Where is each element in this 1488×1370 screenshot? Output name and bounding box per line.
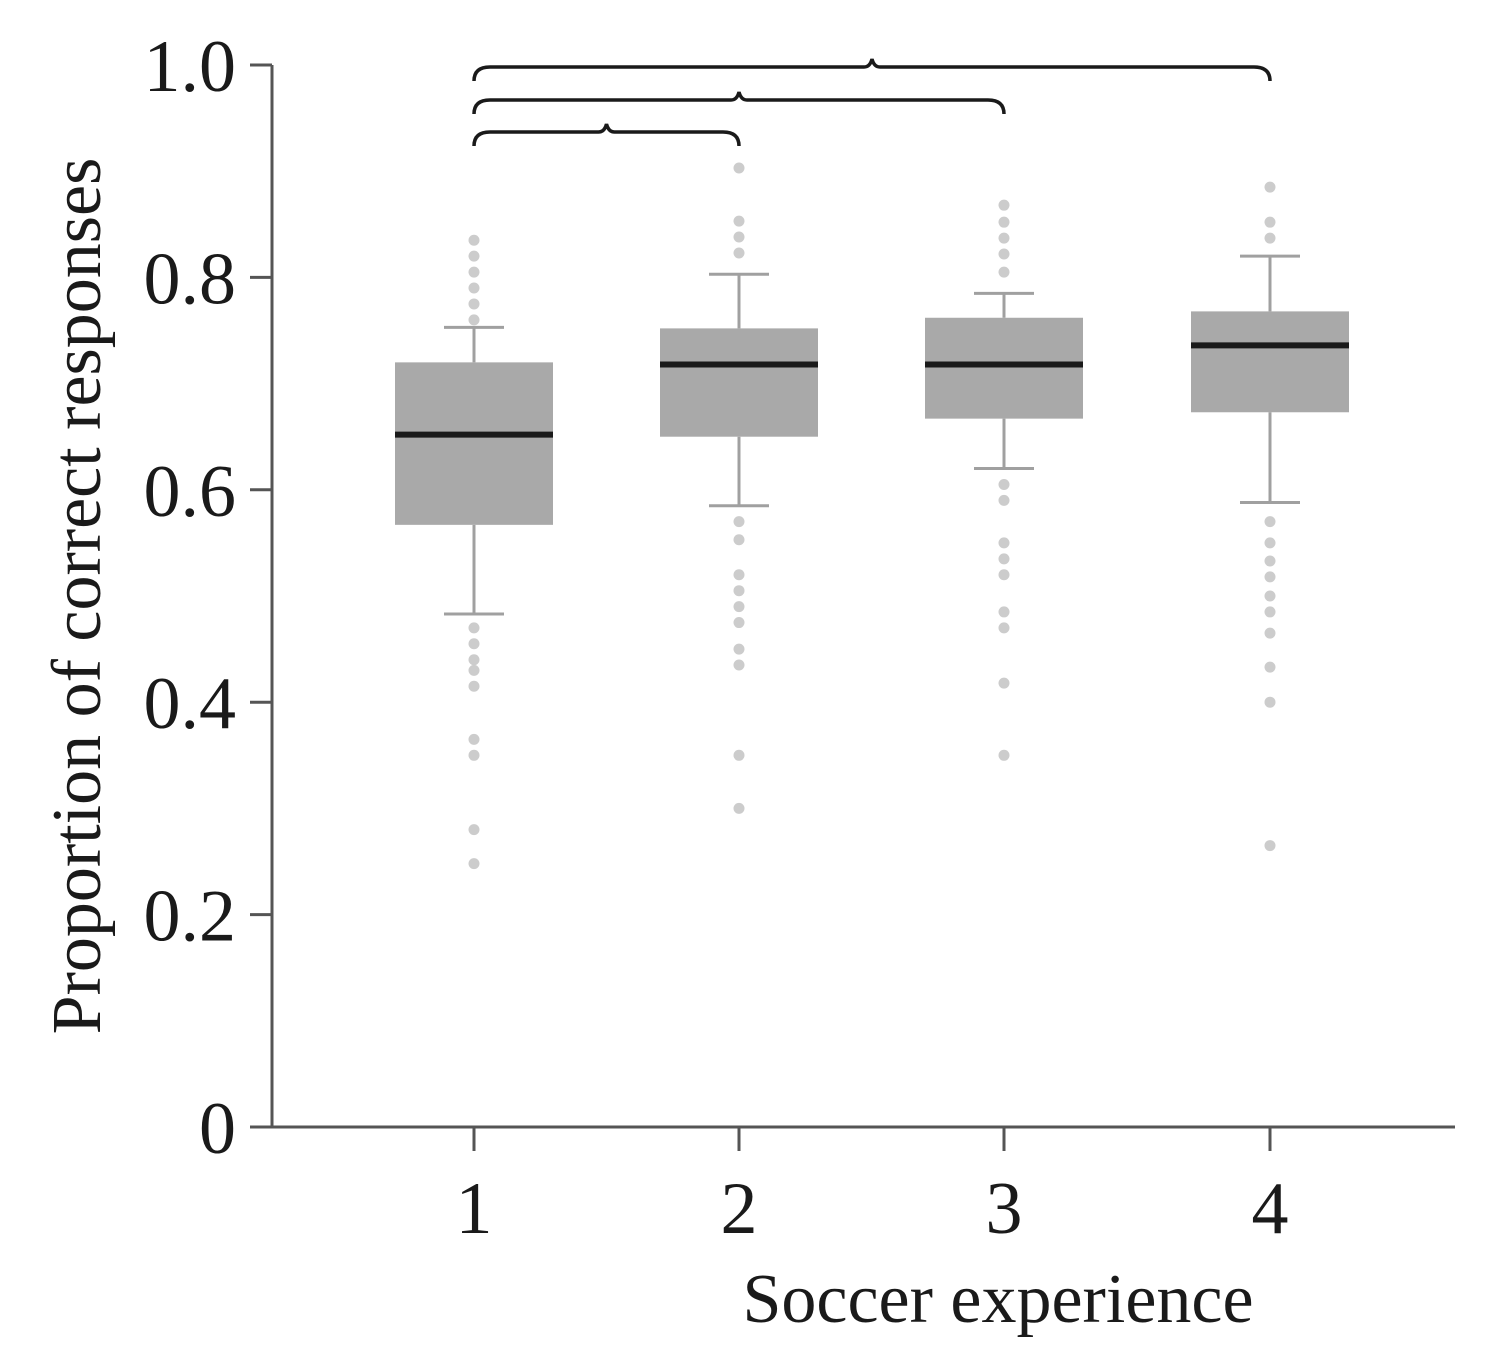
outlier-point	[468, 282, 480, 294]
y-tick-label: 0.8	[144, 238, 237, 320]
outlier-point	[1264, 696, 1276, 708]
box-group-3	[925, 199, 1083, 761]
outlier-point	[998, 537, 1010, 549]
iqr-box	[925, 317, 1083, 419]
outlier-point	[1264, 216, 1276, 228]
outlier-point	[733, 162, 745, 174]
y-tick-label: 0.6	[144, 451, 237, 533]
axes: 0 0.2 0.4 0.6 0.8 1.0 1 2 3 4	[144, 26, 1455, 1250]
y-axis-label: Proportion of correct responses	[39, 158, 116, 1035]
y-tick-label: 1.0	[144, 26, 237, 108]
outlier-point	[468, 266, 480, 278]
outlier-point	[733, 585, 745, 597]
outlier-point	[998, 266, 1010, 278]
significance-brackets	[472, 58, 1272, 147]
outlier-point	[1264, 606, 1276, 618]
outlier-point	[468, 749, 480, 761]
outlier-point	[998, 677, 1010, 689]
outlier-point	[468, 622, 480, 634]
significance-bracket-1-3	[472, 91, 1006, 115]
box-group-4	[1191, 181, 1349, 852]
significance-bracket-1-4	[472, 58, 1272, 82]
outlier-point	[998, 248, 1010, 260]
box-series	[395, 162, 1349, 870]
outlier-point	[733, 617, 745, 629]
iqr-box	[660, 328, 818, 437]
outlier-point	[998, 478, 1010, 490]
iqr-box	[395, 362, 553, 525]
outlier-point	[1264, 232, 1276, 244]
iqr-box	[1191, 311, 1349, 413]
y-tick-label: 0	[199, 1088, 236, 1170]
outlier-point	[733, 643, 745, 655]
outlier-point	[468, 234, 480, 246]
outlier-point	[468, 824, 480, 836]
outlier-point	[468, 250, 480, 262]
x-tick-label: 2	[721, 1168, 758, 1250]
outlier-point	[733, 659, 745, 671]
outlier-point	[1264, 840, 1276, 852]
outlier-point	[733, 215, 745, 227]
x-tick-label: 4	[1252, 1168, 1289, 1250]
outlier-point	[733, 247, 745, 259]
outlier-point	[1264, 571, 1276, 583]
outlier-point	[468, 858, 480, 870]
outlier-point	[733, 601, 745, 613]
outlier-point	[1264, 590, 1276, 602]
outlier-point	[468, 654, 480, 666]
box-group-1	[395, 234, 553, 870]
outlier-point	[733, 231, 745, 243]
outlier-point	[733, 569, 745, 581]
outlier-point	[1264, 555, 1276, 567]
outlier-point	[998, 232, 1010, 244]
outlier-point	[998, 606, 1010, 618]
x-axis-label: Soccer experience	[742, 1261, 1253, 1338]
outlier-point	[1264, 181, 1276, 193]
outlier-point	[998, 553, 1010, 565]
outlier-point	[1264, 627, 1276, 639]
outlier-point	[998, 494, 1010, 506]
outlier-point	[468, 733, 480, 745]
outlier-point	[468, 314, 480, 326]
outlier-point	[998, 216, 1010, 228]
outlier-point	[733, 534, 745, 546]
outlier-point	[468, 680, 480, 692]
outlier-point	[468, 638, 480, 650]
outlier-point	[733, 516, 745, 528]
outlier-point	[1264, 661, 1276, 673]
outlier-point	[998, 569, 1010, 581]
outlier-point	[733, 749, 745, 761]
outlier-point	[998, 749, 1010, 761]
x-tick-label: 3	[986, 1168, 1023, 1250]
outlier-point	[1264, 537, 1276, 549]
y-tick-label: 0.4	[144, 663, 237, 745]
box-group-2	[660, 162, 818, 814]
outlier-point	[468, 664, 480, 676]
outlier-point	[1264, 516, 1276, 528]
x-tick-label: 1	[456, 1168, 493, 1250]
outlier-point	[733, 802, 745, 814]
outlier-point	[468, 298, 480, 310]
significance-bracket-1-2	[472, 123, 741, 147]
outlier-point	[998, 622, 1010, 634]
y-tick-label: 0.2	[144, 876, 237, 958]
outlier-point	[998, 199, 1010, 211]
